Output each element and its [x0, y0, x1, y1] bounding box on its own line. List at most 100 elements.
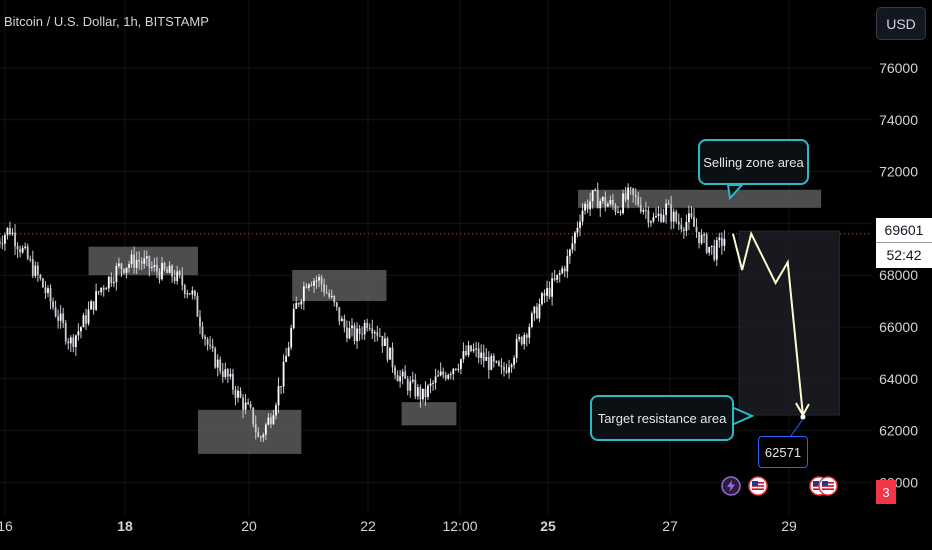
lightning-icon[interactable] — [721, 476, 741, 496]
candle-body — [201, 326, 204, 337]
candle-body — [224, 369, 227, 378]
candle-body — [389, 347, 391, 360]
candle-body — [368, 328, 371, 330]
candle-body — [543, 293, 546, 296]
candle-body — [391, 347, 394, 368]
candle-body — [168, 265, 171, 273]
candle-body — [166, 269, 168, 273]
candle-body — [617, 211, 619, 213]
candle-body — [21, 247, 24, 253]
candle-body — [282, 361, 285, 387]
candle-body — [381, 336, 384, 347]
candle-body — [181, 275, 184, 286]
candle-body — [500, 365, 503, 367]
candle-body — [74, 335, 77, 347]
candle-body — [406, 378, 409, 391]
candle-body — [107, 276, 110, 289]
candle-body — [538, 304, 541, 319]
candle-body — [546, 287, 548, 296]
candle-body — [226, 369, 229, 377]
candle-body — [140, 261, 143, 264]
candles — [0, 182, 726, 443]
candle-body — [614, 205, 617, 212]
candle-body — [442, 371, 445, 376]
candle-body — [700, 234, 703, 244]
candle-body — [340, 318, 343, 322]
x-tick-label: 18 — [117, 518, 133, 534]
candle-body — [191, 290, 194, 295]
candle-body — [128, 264, 130, 268]
candle-body — [188, 293, 191, 295]
candle-body — [688, 213, 690, 223]
alert-count-badge[interactable]: 3 — [876, 480, 896, 504]
candle-body — [530, 313, 533, 328]
target-connector — [790, 418, 804, 437]
candle-body — [14, 232, 16, 247]
candle-body — [677, 221, 680, 225]
candle-body — [163, 262, 166, 270]
candle-body — [518, 337, 521, 340]
candle-body — [176, 271, 179, 282]
candle-body — [211, 345, 214, 349]
candle-body — [682, 229, 685, 231]
candle-body — [520, 337, 523, 345]
candle-body — [373, 332, 376, 334]
y-tick-label: 74000 — [879, 112, 918, 128]
candle-body — [249, 404, 252, 408]
x-tick-label: 27 — [662, 518, 678, 534]
current-price-tag: 69601 52:42 — [876, 218, 932, 268]
candle-body — [667, 203, 670, 205]
candle-body — [290, 328, 293, 348]
candle-body — [4, 235, 6, 244]
selling-zone-callout[interactable]: Selling zone area — [698, 139, 809, 185]
candle-body — [310, 284, 313, 286]
x-tick-label: 25 — [540, 518, 556, 534]
candle-body — [308, 284, 310, 288]
candle-body — [29, 258, 32, 260]
candle-body — [619, 211, 622, 214]
candle-body — [323, 284, 326, 293]
candle-body — [315, 280, 318, 282]
target-price-label: 62571 — [758, 436, 808, 468]
us-flag-icon[interactable] — [818, 476, 838, 496]
candle-body — [457, 368, 460, 370]
candle-body — [632, 188, 635, 195]
candle-body — [482, 352, 485, 361]
currency-button[interactable]: USD — [876, 7, 926, 40]
target-resistance-callout[interactable]: Target resistance area — [590, 395, 734, 441]
candle-body — [465, 351, 467, 356]
candle-body — [82, 315, 85, 328]
y-tick-label: 64000 — [879, 371, 918, 387]
candle-body — [419, 387, 422, 400]
candle-body — [204, 336, 206, 340]
candle-body — [378, 335, 381, 337]
candle-body — [42, 278, 44, 288]
us-flag-icon[interactable] — [748, 476, 768, 496]
candle-body — [305, 286, 308, 288]
price-zone — [292, 270, 387, 302]
candle-body — [401, 371, 404, 377]
candle-body — [452, 368, 455, 375]
candle-body — [495, 361, 498, 363]
candle-body — [346, 327, 348, 339]
candle-body — [135, 259, 138, 268]
candle-body — [77, 331, 80, 336]
candle-body — [561, 268, 564, 274]
candle-body — [563, 268, 566, 272]
candle-body — [568, 249, 571, 257]
price-axis: 7600074000720007000068000660006400062000… — [879, 60, 918, 490]
candle-body — [80, 327, 82, 332]
candle-body — [439, 371, 442, 376]
candle-body — [300, 301, 303, 305]
candle-body — [239, 390, 242, 398]
candle-body — [196, 296, 199, 317]
candle-body — [480, 352, 483, 358]
candle-body — [287, 347, 290, 357]
candle-body — [376, 332, 379, 336]
candle-body — [715, 240, 718, 260]
candle-body — [477, 348, 480, 358]
support-resistance-zones — [88, 189, 840, 454]
candle-body — [57, 316, 60, 321]
candle-body — [662, 214, 665, 222]
